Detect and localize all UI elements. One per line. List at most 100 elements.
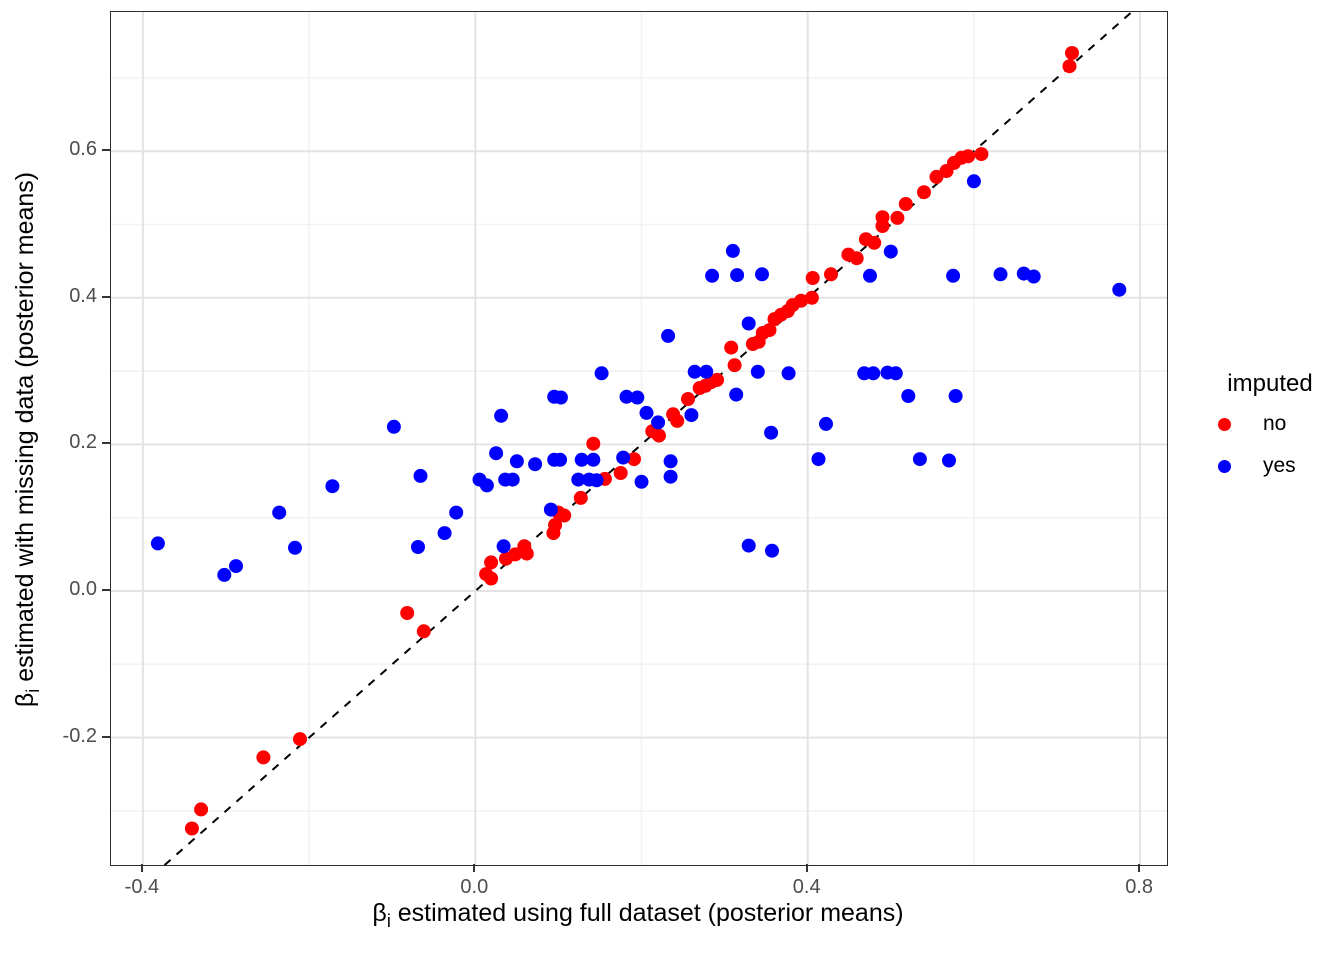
data-point-yes xyxy=(687,364,702,379)
data-point-yes xyxy=(571,472,586,487)
data-point-yes xyxy=(663,469,678,484)
y-tick-mark xyxy=(102,149,110,152)
data-point-yes xyxy=(730,268,745,283)
data-point-no xyxy=(849,251,864,266)
data-point-no xyxy=(557,508,572,523)
data-point-yes xyxy=(543,502,558,517)
data-point-yes xyxy=(948,389,963,403)
y-axis-title: βi estimated with missing data (posterio… xyxy=(11,13,44,866)
data-point-yes xyxy=(150,536,165,551)
data-point-yes xyxy=(705,268,720,283)
data-point-no xyxy=(484,555,499,570)
data-point-yes xyxy=(888,366,903,381)
data-point-yes xyxy=(479,478,494,493)
data-point-yes xyxy=(901,389,916,403)
data-point-yes xyxy=(663,454,678,469)
data-point-yes xyxy=(413,468,428,483)
legend-label-no: no xyxy=(1263,412,1287,435)
legend-item-yes: yes xyxy=(1218,454,1344,478)
data-point-yes xyxy=(755,267,769,282)
data-point-no xyxy=(875,219,890,233)
data-point-yes xyxy=(630,390,645,405)
data-point-yes xyxy=(912,452,927,467)
x-tick-mark xyxy=(805,864,808,872)
data-point-no xyxy=(974,147,989,162)
data-point-yes xyxy=(942,453,956,468)
data-point-no xyxy=(256,750,271,765)
data-point-no xyxy=(184,821,199,836)
data-point-no xyxy=(710,372,725,387)
data-point-yes xyxy=(619,389,634,404)
data-point-yes xyxy=(616,450,631,465)
data-point-no xyxy=(961,149,976,164)
data-point-no xyxy=(804,290,819,305)
data-point-no xyxy=(519,546,534,561)
x-tick-mark xyxy=(1138,864,1141,872)
data-point-no xyxy=(670,413,685,428)
data-point-yes xyxy=(325,479,340,494)
x-tick-label: 0.0 xyxy=(460,876,489,898)
data-point-yes xyxy=(741,538,756,553)
data-point-no xyxy=(1062,59,1077,74)
legend: imputed no yes xyxy=(1196,370,1344,496)
y-axis-title-text: estimated with missing data (posterior m… xyxy=(11,171,39,689)
y-tick-label: -0.2 xyxy=(62,724,97,747)
data-point-yes xyxy=(634,474,649,489)
data-point-yes xyxy=(489,446,504,461)
data-point-yes xyxy=(661,328,676,343)
red-dot-icon xyxy=(1218,417,1231,431)
x-tick-label: 0.4 xyxy=(792,876,821,898)
y-axis-title-beta: β xyxy=(11,692,39,708)
data-point-no xyxy=(727,358,742,373)
data-point-no xyxy=(613,466,628,480)
data-point-no xyxy=(400,606,415,620)
y-tick-mark xyxy=(102,442,110,445)
y-tick-label: 0.4 xyxy=(69,284,97,307)
x-axis-title-subscript: i xyxy=(386,911,391,931)
data-point-no xyxy=(794,293,809,308)
scatter-plot-area xyxy=(111,12,1167,865)
data-point-no xyxy=(416,624,431,639)
legend-title: imputed xyxy=(1227,370,1313,397)
data-point-no xyxy=(917,185,931,200)
legend-label-yes: yes xyxy=(1263,454,1296,477)
y-tick-label: 0.6 xyxy=(69,138,97,161)
data-point-yes xyxy=(684,408,699,423)
data-point-no xyxy=(586,436,601,451)
data-point-no xyxy=(890,210,905,225)
x-tick-label: 0.8 xyxy=(1125,876,1153,898)
x-tick-mark xyxy=(473,864,476,872)
data-point-yes xyxy=(528,457,543,472)
data-point-yes xyxy=(866,366,881,381)
legend-item-no: no xyxy=(1218,412,1344,436)
data-point-no xyxy=(824,267,838,282)
data-point-no xyxy=(805,271,820,285)
data-point-yes xyxy=(437,526,452,541)
data-point-yes xyxy=(651,415,666,430)
data-point-yes xyxy=(764,425,779,440)
y-tick-mark xyxy=(102,295,110,298)
x-axis-title-text: estimated using full dataset (posterior … xyxy=(390,899,904,927)
data-point-yes xyxy=(505,472,520,487)
data-point-no xyxy=(484,571,499,586)
data-point-yes xyxy=(586,452,601,467)
data-point-no xyxy=(652,428,666,443)
data-point-yes xyxy=(411,540,425,554)
data-point-yes xyxy=(386,419,401,434)
data-point-yes xyxy=(494,408,509,423)
data-point-yes xyxy=(765,543,779,558)
data-point-no xyxy=(194,802,209,817)
y-tick-mark xyxy=(102,589,110,591)
data-point-yes xyxy=(288,540,302,555)
data-point-yes xyxy=(946,268,961,283)
data-point-yes xyxy=(883,244,898,259)
data-point-yes xyxy=(781,366,796,381)
data-point-no xyxy=(627,452,641,467)
x-tick-mark xyxy=(140,864,143,872)
data-point-no xyxy=(762,323,777,338)
data-point-yes xyxy=(574,452,589,467)
data-point-no xyxy=(573,490,588,505)
x-axis-title: βi estimated using full dataset (posteri… xyxy=(110,899,1166,932)
y-tick-label: 0.0 xyxy=(69,578,97,600)
